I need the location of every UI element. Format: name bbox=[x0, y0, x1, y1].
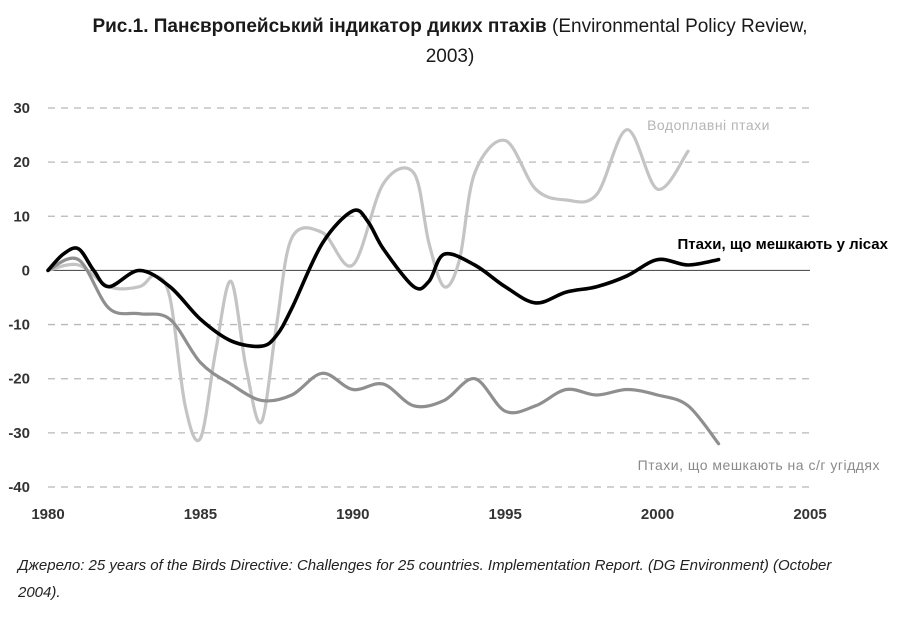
x-tick-label: 1980 bbox=[31, 506, 64, 523]
x-axis-ticks: 1980 1985 1990 1995 2000 2005 bbox=[31, 506, 826, 523]
x-tick-label: 2000 bbox=[641, 506, 674, 523]
chart-title: Рис.1. Панєвропейський індикатор диких п… bbox=[0, 12, 900, 72]
line-chart: 30 20 10 0 -10 -20 -30 -40 1980 1985 1990 1995 2000… bbox=[8, 100, 889, 523]
y-tick-label: -40 bbox=[8, 479, 30, 496]
y-tick-label: 0 bbox=[22, 262, 30, 279]
series-label-farmland-birds: Птахи, що мешкають на с/г угіддях bbox=[638, 457, 880, 473]
x-tick-label: 2005 bbox=[793, 506, 826, 523]
gridlines bbox=[48, 107, 810, 488]
x-tick-label: 1985 bbox=[184, 506, 217, 523]
series-line-farmland-birds bbox=[46, 256, 721, 446]
x-tick-label: 1990 bbox=[336, 506, 369, 523]
y-tick-label: -30 bbox=[8, 425, 30, 442]
chart-title-line2: 2003) bbox=[425, 46, 475, 67]
chart-title-bold: Рис.1. Панєвропейський індикатор диких п… bbox=[92, 16, 547, 37]
series-label-forest-birds: Птахи, що мешкають у лісах bbox=[677, 236, 888, 253]
series-lines bbox=[46, 128, 721, 446]
series-line-forest-birds bbox=[46, 208, 721, 349]
series-label-waterbirds: Водоплавні птахи bbox=[647, 117, 770, 133]
y-tick-label: 20 bbox=[13, 154, 30, 171]
x-tick-label: 1995 bbox=[489, 506, 522, 523]
y-tick-label: 10 bbox=[13, 208, 30, 225]
source-note: Джерело: 25 years of the Birds Directive… bbox=[18, 557, 832, 601]
series-line-waterbirds bbox=[46, 128, 690, 443]
y-axis-ticks: 30 20 10 0 -10 -20 -30 -40 bbox=[8, 100, 30, 496]
y-tick-label: -20 bbox=[8, 371, 30, 388]
y-tick-label: 30 bbox=[13, 100, 30, 117]
y-tick-label: -10 bbox=[8, 317, 30, 334]
series-labels: Водоплавні птахи Птахи, що мешкають у ліс… bbox=[638, 117, 889, 473]
chart-title-rest: (Environmental Policy Review, bbox=[546, 16, 808, 37]
